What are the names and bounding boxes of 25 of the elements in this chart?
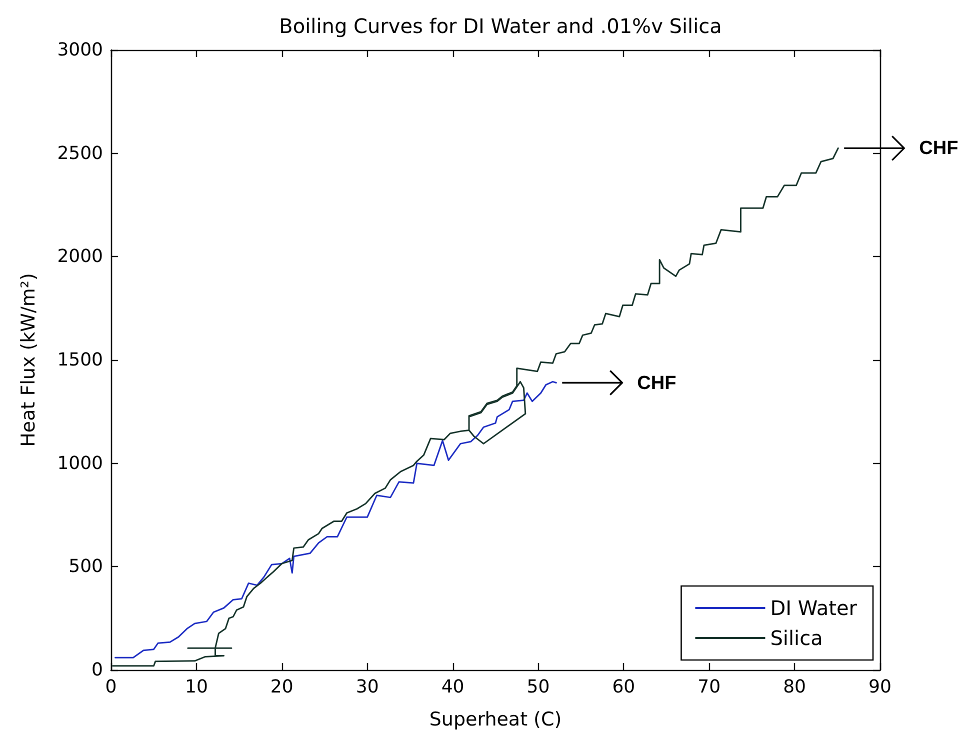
x-axis-title: Superheat (C) (429, 708, 562, 730)
legend-label: DI Water (770, 596, 858, 620)
x-tick-label: 50 (526, 676, 550, 698)
y-axis-title: Heat Flux (kW/m²) (18, 273, 40, 447)
y-tick-label: 2000 (57, 246, 103, 268)
x-tick-label: 70 (698, 676, 721, 698)
y-tick-label: 1000 (57, 452, 103, 474)
y-tick-label: 0 (92, 660, 103, 680)
x-tick-label: 60 (612, 676, 636, 698)
y-tick-label: 500 (68, 556, 103, 578)
x-tick-label: 90 (868, 676, 892, 698)
x-tick-label: 80 (783, 676, 806, 698)
y-tick-label: 2500 (57, 142, 103, 164)
x-tick-label: 30 (356, 676, 379, 698)
y-tick-label: 1500 (57, 350, 103, 370)
x-tick-label: 0 (105, 676, 117, 698)
line-series (114, 380, 557, 658)
chart-title: Boiling Curves for DI Water and .01%v Silica (279, 14, 722, 38)
legend-label: Silica (770, 626, 823, 650)
x-tick-label: 10 (184, 676, 208, 698)
y-tick-label: 3000 (57, 40, 103, 60)
annotation: CHF (637, 372, 676, 394)
text: CHF (919, 138, 958, 160)
x-tick-label: 40 (441, 676, 464, 698)
x-tick-label: 20 (270, 676, 294, 698)
